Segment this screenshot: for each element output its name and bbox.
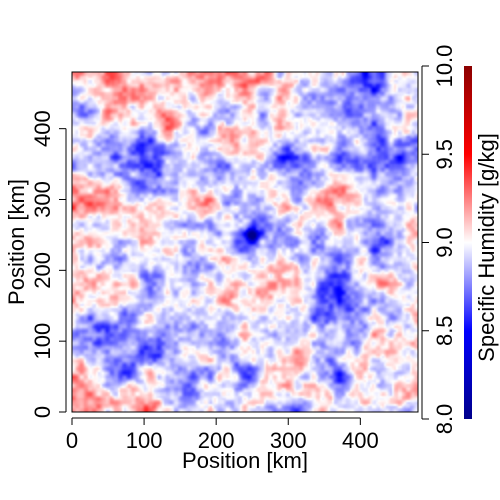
colorbar: 8.0 8.5 9.0 9.5 10.0 <box>421 45 472 435</box>
y-tick-label: 400 <box>30 110 55 147</box>
x-tick-label: 200 <box>198 428 235 453</box>
x-tick-label: 400 <box>342 428 379 453</box>
y-tick-label: 0 <box>30 406 55 418</box>
x-tick-label: 300 <box>270 428 307 453</box>
colorbar-axis: 8.0 8.5 9.0 9.5 10.0 <box>421 45 457 435</box>
colorbar-tick-label: 9.5 <box>432 139 457 170</box>
y-tick-label: 100 <box>30 323 55 360</box>
plot-area <box>71 71 419 413</box>
y-tick-label: 300 <box>30 181 55 218</box>
x-tick-label: 0 <box>66 428 78 453</box>
x-tick-label: 100 <box>126 428 163 453</box>
y-tick-label: 200 <box>30 252 55 289</box>
y-axis: 0 100 200 300 400 <box>30 110 67 418</box>
colorbar-tick-label: 10.0 <box>432 45 457 88</box>
y-axis-label: Position [km] <box>4 179 29 305</box>
colorbar-gradient <box>464 66 472 419</box>
x-axis: 0 100 200 300 400 <box>66 417 379 453</box>
x-axis-label: Position [km] <box>182 448 308 473</box>
plot-frame <box>71 71 419 413</box>
colorbar-tick-label: 8.5 <box>432 315 457 346</box>
colorbar-label: Specific Humidity [g/kg] <box>474 133 499 362</box>
colorbar-tick-label: 9.0 <box>432 227 457 258</box>
colorbar-tick-label: 8.0 <box>432 404 457 435</box>
heatmap-raster <box>72 72 418 412</box>
